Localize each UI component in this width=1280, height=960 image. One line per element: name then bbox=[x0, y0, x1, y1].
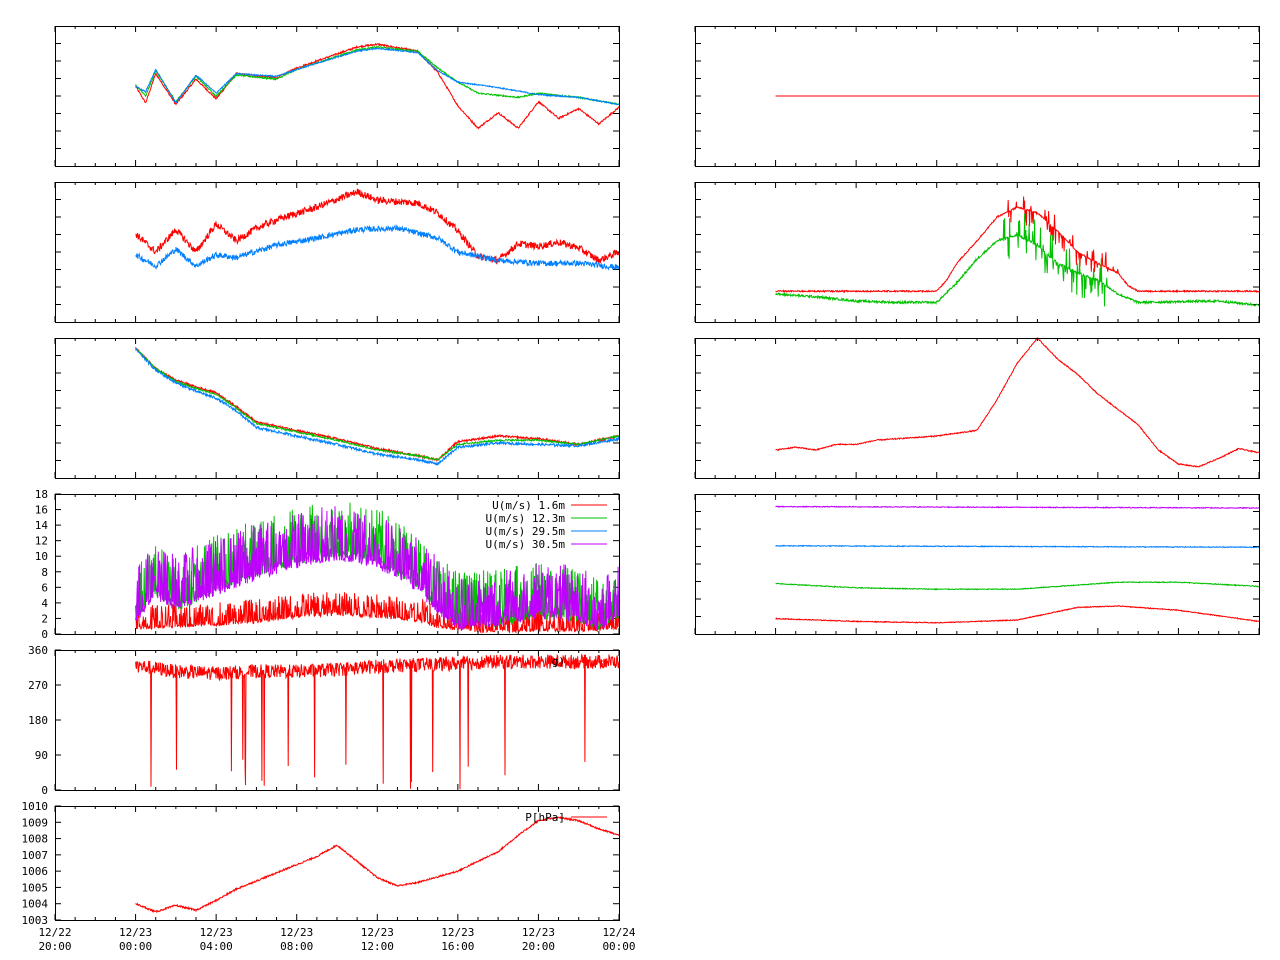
y-tick-label: 18 bbox=[35, 488, 48, 501]
chart-panel-l2 bbox=[54, 182, 620, 323]
x-tick-label-time: 04:00 bbox=[200, 940, 233, 953]
series-line-red bbox=[775, 196, 1260, 294]
y-tick-label: 0 bbox=[41, 628, 48, 641]
x-tick-label-date: 12/23 bbox=[522, 926, 555, 939]
x-tick-label-date: 12/23 bbox=[361, 926, 394, 939]
y-tick-label: 1006 bbox=[22, 865, 49, 878]
plot-frame bbox=[55, 26, 620, 167]
series-line-purple bbox=[135, 506, 620, 631]
x-tick-label-date: 12/23 bbox=[200, 926, 233, 939]
plot-frame bbox=[55, 182, 620, 323]
plot-frame bbox=[55, 338, 620, 479]
series-line-red bbox=[135, 346, 620, 462]
series-line-red bbox=[135, 187, 620, 265]
series-line-blue bbox=[135, 348, 620, 466]
chart-panel-l6: 1003 1004 1005 1006 1007 1008 1009 1010 P[hPa] bbox=[22, 800, 620, 927]
plot-frame bbox=[55, 806, 620, 921]
chart-panel-l1 bbox=[54, 26, 620, 167]
y-tick-label: 0 bbox=[41, 784, 48, 797]
plot-frame bbox=[695, 26, 1260, 167]
legend-label: U(m/s) 30.5m bbox=[486, 538, 566, 551]
series-line-red bbox=[135, 42, 620, 130]
series-line-blue bbox=[135, 47, 620, 105]
series-line-blue bbox=[775, 544, 1259, 549]
legend-label: P[hPa] bbox=[525, 811, 565, 824]
series-line-green bbox=[135, 45, 620, 106]
x-tick-label-time: 00:00 bbox=[119, 940, 152, 953]
y-tick-label: 10 bbox=[35, 550, 48, 563]
x-tick-label-time: 20:00 bbox=[38, 940, 71, 953]
y-tick-label: 16 bbox=[35, 504, 48, 517]
y-tick-label: 12 bbox=[35, 535, 48, 548]
y-tick-label: 14 bbox=[35, 519, 49, 532]
chart-panel-r4 bbox=[694, 494, 1260, 635]
x-tick-label-time: 20:00 bbox=[522, 940, 555, 953]
y-tick-label: 1007 bbox=[22, 849, 49, 862]
y-tick-label: 1005 bbox=[22, 881, 49, 894]
legend-label: U(m/s) 29.5m bbox=[486, 525, 566, 538]
series-line-red bbox=[775, 604, 1260, 624]
x-tick-label-date: 12/23 bbox=[441, 926, 474, 939]
y-tick-label: 6 bbox=[41, 581, 48, 594]
plot-frame bbox=[695, 338, 1260, 479]
x-tick-label-date: 12/22 bbox=[38, 926, 71, 939]
chart-panel-r3 bbox=[694, 337, 1260, 479]
y-tick-label: 2 bbox=[41, 612, 48, 625]
y-tick-label: 1004 bbox=[22, 898, 49, 911]
chart-panel-l3 bbox=[54, 338, 620, 479]
y-tick-label: 90 bbox=[35, 749, 48, 762]
y-tick-label: 180 bbox=[28, 714, 48, 727]
series-line-blue bbox=[135, 224, 620, 271]
series-line-red bbox=[135, 592, 620, 634]
plot-frame bbox=[55, 494, 620, 635]
series-line-green bbox=[775, 213, 1260, 307]
plot-frame bbox=[695, 494, 1260, 635]
x-tick-label-time: 08:00 bbox=[280, 940, 313, 953]
y-tick-label: 1008 bbox=[22, 833, 49, 846]
plot-frame bbox=[55, 650, 620, 791]
y-tick-label: 1010 bbox=[22, 800, 49, 813]
series-line-red bbox=[135, 815, 620, 914]
chart-panel-l5: 0 90 180 270 360 g) bbox=[28, 644, 620, 797]
y-tick-label: 270 bbox=[28, 679, 48, 692]
plot-frame bbox=[695, 182, 1260, 323]
series-line-green bbox=[135, 347, 620, 461]
chart-panel-r1 bbox=[694, 26, 1260, 167]
series-line-red bbox=[775, 337, 1260, 468]
legend-label: g) bbox=[552, 655, 565, 668]
y-tick-label: 360 bbox=[28, 644, 48, 657]
chart-panel-r2 bbox=[694, 182, 1260, 323]
y-tick-label: 8 bbox=[41, 566, 48, 579]
x-tick-label-date: 12/23 bbox=[280, 926, 313, 939]
legend-label: U(m/s) 1.6m bbox=[492, 499, 565, 512]
x-tick-label-time: 00:00 bbox=[602, 940, 635, 953]
series-line-purple bbox=[775, 505, 1259, 510]
x-tick-label-date: 12/24 bbox=[602, 926, 635, 939]
y-tick-label: 1003 bbox=[22, 914, 49, 927]
x-tick-label-date: 12/23 bbox=[119, 926, 152, 939]
y-tick-label: 1009 bbox=[22, 816, 49, 829]
x-tick-label-time: 12:00 bbox=[361, 940, 394, 953]
series-line-red bbox=[135, 653, 620, 790]
legend-label: U(m/s) 12.3m bbox=[486, 512, 566, 525]
x-tick-label-time: 16:00 bbox=[441, 940, 474, 953]
series-line-green bbox=[775, 580, 1260, 591]
y-tick-label: 4 bbox=[41, 597, 48, 610]
